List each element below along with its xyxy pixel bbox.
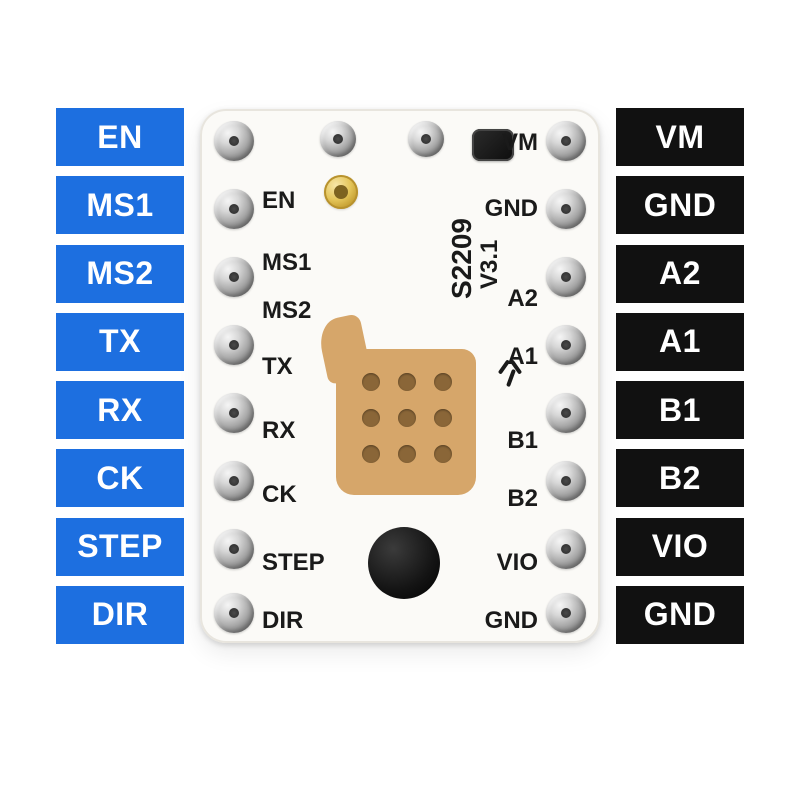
silk-b2: B2 [507, 485, 538, 513]
pin-label-vm: VM [616, 108, 744, 166]
pin-label-gnd2: GND [616, 586, 744, 644]
pad-right-4 [546, 325, 586, 365]
pad-right-7 [546, 529, 586, 569]
pin-label-step: STEP [56, 518, 184, 576]
pad-right-3 [546, 257, 586, 297]
pin-label-rx: RX [56, 381, 184, 439]
pin-label-en: EN [56, 108, 184, 166]
pin-label-vio: VIO [616, 518, 744, 576]
pad-right-1 [546, 121, 586, 161]
pcb-board: EN MS1 MS2 TX RX CK STEP DIR VM GND A2 A… [200, 109, 600, 643]
pad-right-6 [546, 461, 586, 501]
pin-label-b1: B1 [616, 381, 744, 439]
silk-ms2: MS2 [262, 297, 311, 325]
silk-ck: CK [262, 481, 297, 509]
left-pin-column: EN MS1 MS2 TX RX CK STEP DIR [56, 108, 184, 644]
pin-label-gnd1: GND [616, 176, 744, 234]
pad-left-2 [214, 189, 254, 229]
silk-gnd2: GND [485, 607, 538, 635]
pad-left-3 [214, 257, 254, 297]
pin-label-ck: CK [56, 449, 184, 507]
pad-left-4 [214, 325, 254, 365]
pin-label-ms1: MS1 [56, 176, 184, 234]
pad-right-5 [546, 393, 586, 433]
pin-label-a2: A2 [616, 245, 744, 303]
pin-label-b2: B2 [616, 449, 744, 507]
silk-version: V3.1 [476, 240, 504, 289]
pin-label-ms2: MS2 [56, 245, 184, 303]
thermal-pad [328, 309, 488, 509]
gold-plated-hole [324, 175, 358, 209]
pad-left-7 [214, 529, 254, 569]
silk-model: S2209 [446, 218, 478, 299]
right-pin-column: VM GND A2 A1 B1 B2 VIO GND [616, 108, 744, 644]
pin-label-a1: A1 [616, 313, 744, 371]
silk-dir: DIR [262, 607, 303, 635]
silk-b1: B1 [507, 427, 538, 455]
pad-right-8 [546, 593, 586, 633]
silk-vio: VIO [497, 549, 538, 577]
silk-gnd1: GND [485, 195, 538, 223]
pin-label-dir: DIR [56, 586, 184, 644]
pad-top-a [320, 121, 356, 157]
silk-rx: RX [262, 417, 295, 445]
pad-top-b [408, 121, 444, 157]
pinout-diagram: EN MS1 MS2 TX RX CK STEP DIR [56, 108, 744, 644]
logo-y-mark [496, 357, 526, 387]
silk-a2: A2 [507, 285, 538, 313]
silk-ms1: MS1 [262, 249, 311, 277]
silk-step: STEP [262, 549, 325, 577]
silk-vm: VM [502, 129, 538, 157]
pad-left-5 [214, 393, 254, 433]
pad-left-6 [214, 461, 254, 501]
pad-left-8 [214, 593, 254, 633]
trim-potentiometer [368, 527, 440, 599]
pad-right-2 [546, 189, 586, 229]
pad-left-1 [214, 121, 254, 161]
silk-en: EN [262, 187, 295, 215]
pin-label-tx: TX [56, 313, 184, 371]
silk-tx: TX [262, 353, 293, 381]
board-area: EN MS1 MS2 TX RX CK STEP DIR VM GND A2 A… [198, 108, 602, 644]
